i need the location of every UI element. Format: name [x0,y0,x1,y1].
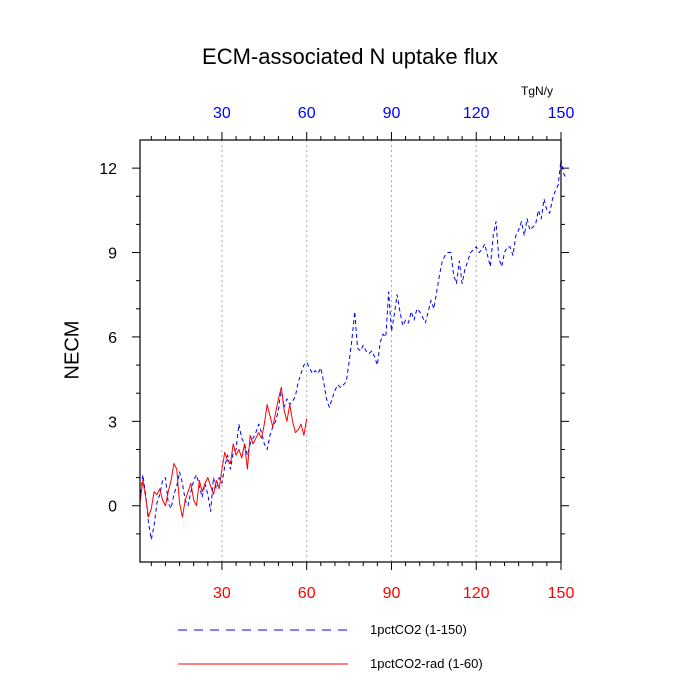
x-tick-label-top-30: 30 [213,105,231,122]
chart-title: ECM-associated N uptake flux [202,44,498,69]
legend [178,629,348,665]
y-tick-label-12: 12 [99,161,117,178]
series-line-1pctco2 [139,159,568,540]
y-tick-label-0: 0 [108,499,117,516]
plot-frame [139,139,562,563]
x-tick-label-top-60: 60 [298,105,316,122]
x-tick-label-bottom-90: 90 [383,585,401,602]
x-tick-label-top-120: 120 [463,105,490,122]
legend-label-1pctco2-rad: 1pctCO2-rad (1-60) [370,656,483,671]
unit-label: TgN/y [521,84,554,98]
x-tick-label-bottom-60: 60 [298,585,316,602]
y-tick-label-3: 3 [108,414,117,431]
x-tick-label-bottom-150: 150 [548,585,575,602]
grid-lines [221,140,477,562]
series-line-1pctco2-rad [139,387,308,518]
y-tick-label-6: 6 [108,330,117,347]
x-tick-label-bottom-120: 120 [463,585,490,602]
axes: 30 30 60 60 90 90 120 120 150 150 0 3 6 9 12 [99,105,574,602]
x-tick-label-top-150: 150 [548,105,575,122]
y-tick-label-9: 9 [108,246,117,263]
series-lines [139,159,568,540]
x-tick-label-bottom-30: 30 [213,585,231,602]
x-tick-label-top-90: 90 [383,105,401,122]
legend-label-1pctco2: 1pctCO2 (1-150) [370,622,467,637]
